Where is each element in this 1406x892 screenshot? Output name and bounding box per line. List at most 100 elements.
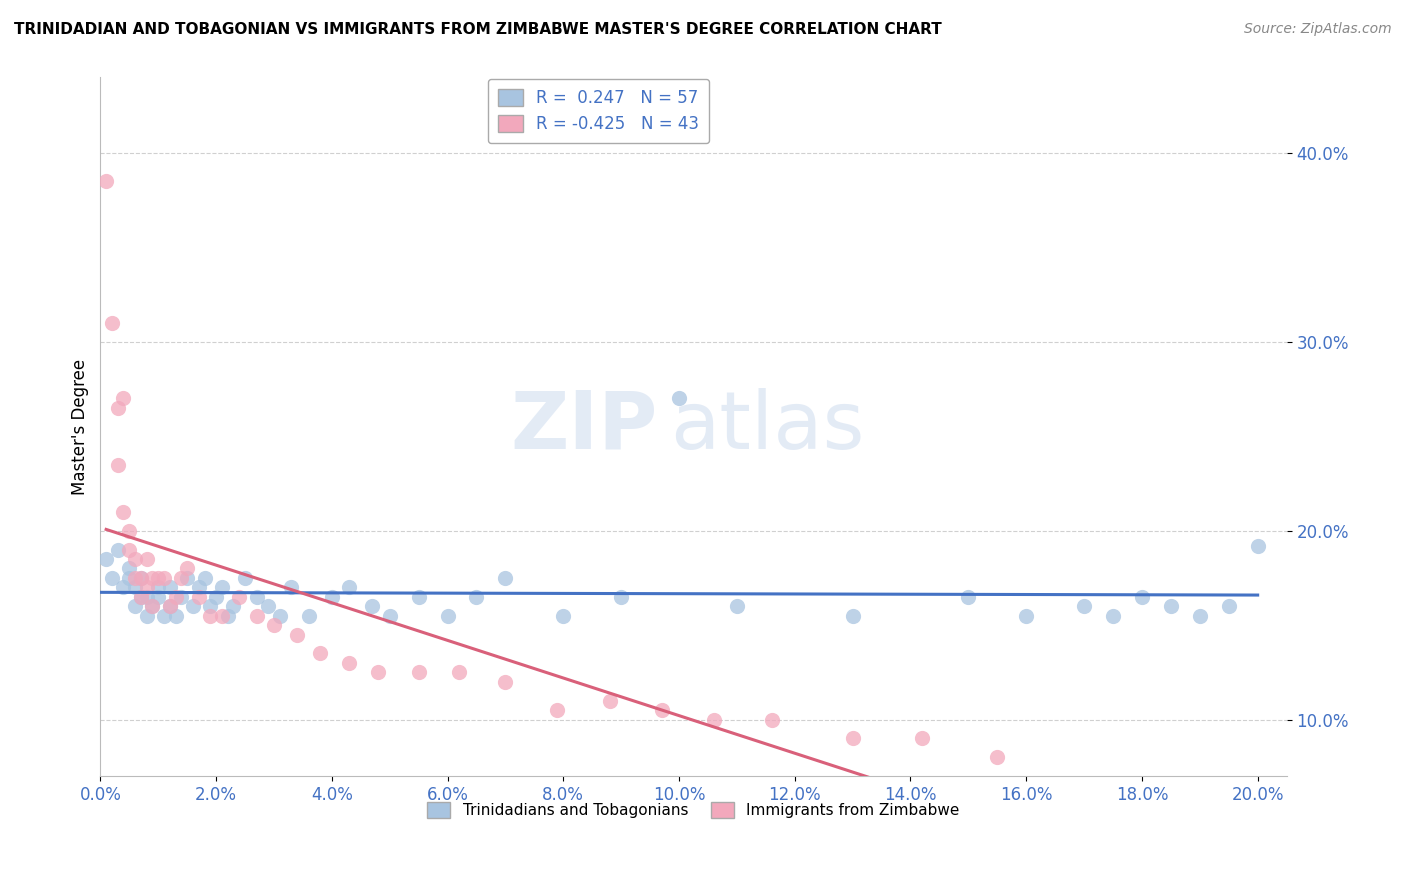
Point	[148, 580, 170, 594]
Point	[112, 580, 135, 594]
Point	[547, 703, 569, 717]
Point	[118, 571, 141, 585]
Point	[285, 627, 308, 641]
Point	[112, 505, 135, 519]
Point	[112, 392, 135, 406]
Point	[337, 580, 360, 594]
Point	[436, 608, 458, 623]
Point	[280, 580, 302, 594]
Point	[408, 665, 430, 680]
Point	[1073, 599, 1095, 614]
Point	[148, 571, 170, 585]
Point	[170, 571, 193, 585]
Point	[118, 561, 141, 575]
Y-axis label: Master's Degree: Master's Degree	[72, 359, 89, 495]
Point	[141, 599, 163, 614]
Point	[101, 571, 124, 585]
Point	[118, 524, 141, 538]
Point	[148, 590, 170, 604]
Point	[124, 580, 146, 594]
Point	[187, 590, 209, 604]
Point	[245, 590, 267, 604]
Point	[494, 674, 516, 689]
Point	[1130, 590, 1153, 604]
Point	[1102, 608, 1125, 623]
Point	[129, 571, 152, 585]
Point	[129, 590, 152, 604]
Point	[321, 590, 343, 604]
Point	[94, 174, 117, 188]
Point	[378, 608, 401, 623]
Point	[176, 561, 198, 575]
Point	[309, 647, 332, 661]
Point	[841, 608, 863, 623]
Point	[553, 608, 575, 623]
Point	[841, 731, 863, 746]
Point	[725, 599, 748, 614]
Point	[159, 580, 181, 594]
Point	[193, 571, 215, 585]
Point	[361, 599, 384, 614]
Point	[141, 599, 163, 614]
Point	[124, 599, 146, 614]
Point	[165, 608, 187, 623]
Point	[211, 580, 233, 594]
Point	[245, 608, 267, 623]
Point	[367, 665, 389, 680]
Point	[1218, 599, 1240, 614]
Point	[107, 401, 129, 415]
Point	[94, 552, 117, 566]
Point	[159, 599, 181, 614]
Point	[141, 571, 163, 585]
Point	[153, 608, 176, 623]
Point	[135, 590, 157, 604]
Point	[129, 571, 152, 585]
Point	[217, 608, 239, 623]
Point	[703, 713, 725, 727]
Point	[465, 590, 488, 604]
Point	[187, 580, 209, 594]
Point	[124, 552, 146, 566]
Point	[986, 750, 1008, 764]
Point	[118, 542, 141, 557]
Point	[124, 571, 146, 585]
Point	[599, 693, 621, 707]
Point	[101, 316, 124, 330]
Point	[408, 590, 430, 604]
Point	[200, 599, 222, 614]
Point	[129, 590, 152, 604]
Point	[165, 590, 187, 604]
Point	[135, 552, 157, 566]
Point	[298, 608, 321, 623]
Point	[337, 656, 360, 670]
Point	[1160, 599, 1182, 614]
Point	[761, 713, 783, 727]
Point	[181, 599, 204, 614]
Point	[170, 590, 193, 604]
Point	[135, 608, 157, 623]
Point	[1188, 608, 1211, 623]
Point	[153, 571, 176, 585]
Point	[269, 608, 291, 623]
Point	[159, 599, 181, 614]
Point	[257, 599, 280, 614]
Point	[135, 580, 157, 594]
Point	[107, 458, 129, 472]
Text: Source: ZipAtlas.com: Source: ZipAtlas.com	[1244, 22, 1392, 37]
Point	[668, 392, 690, 406]
Point	[610, 590, 633, 604]
Text: atlas: atlas	[669, 388, 865, 466]
Point	[211, 608, 233, 623]
Point	[1246, 539, 1268, 553]
Point	[263, 618, 285, 632]
Text: TRINIDADIAN AND TOBAGONIAN VS IMMIGRANTS FROM ZIMBABWE MASTER'S DEGREE CORRELATI: TRINIDADIAN AND TOBAGONIAN VS IMMIGRANTS…	[14, 22, 942, 37]
Point	[911, 731, 934, 746]
Point	[1015, 608, 1038, 623]
Point	[176, 571, 198, 585]
Point	[449, 665, 471, 680]
Point	[957, 590, 980, 604]
Point	[233, 571, 256, 585]
Legend: Trinidadians and Tobagonians, Immigrants from Zimbabwe: Trinidadians and Tobagonians, Immigrants…	[422, 797, 966, 824]
Point	[494, 571, 516, 585]
Point	[205, 590, 228, 604]
